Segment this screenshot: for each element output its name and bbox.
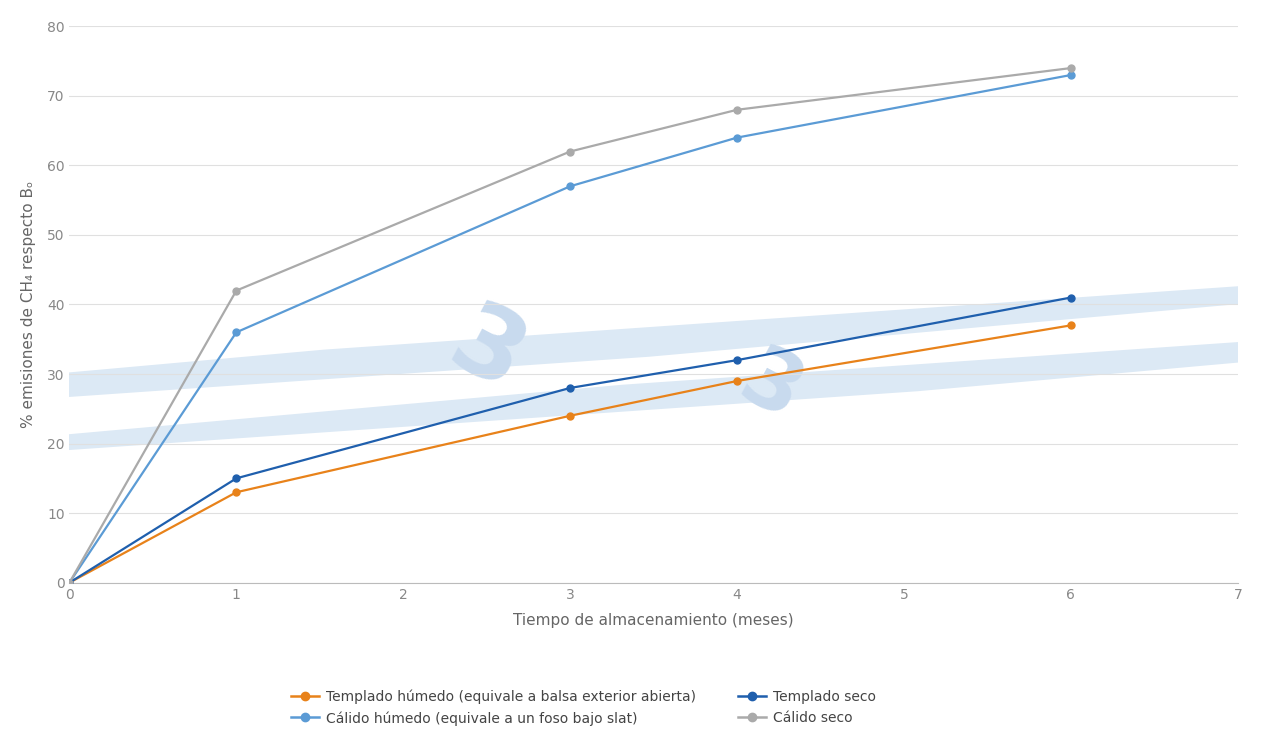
Polygon shape	[0, 224, 1263, 482]
Y-axis label: % emisiones de CH₄ respecto Bₒ: % emisiones de CH₄ respecto Bₒ	[20, 181, 35, 428]
Text: 3: 3	[433, 294, 541, 412]
Polygon shape	[0, 271, 1263, 505]
Legend: Templado húmedo (equivale a balsa exterior abierta), Cálido húmedo (equivale a u: Templado húmedo (equivale a balsa exteri…	[285, 684, 882, 731]
X-axis label: Tiempo de almacenamiento (meses): Tiempo de almacenamiento (meses)	[513, 613, 794, 627]
Text: 3: 3	[726, 338, 815, 437]
